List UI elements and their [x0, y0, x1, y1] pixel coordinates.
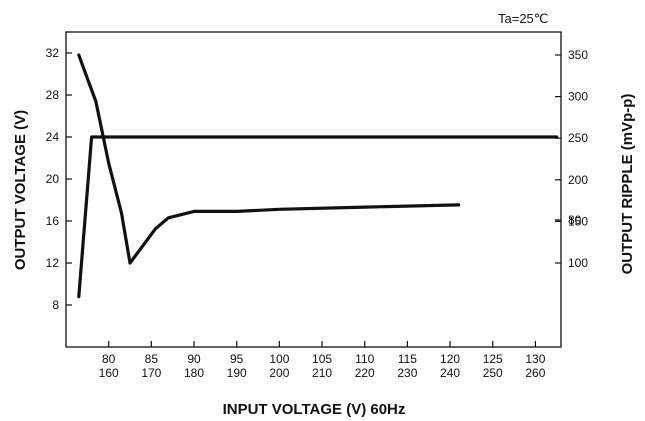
x-tick-label-range2: 180 — [184, 366, 204, 380]
right-tick-label: 150 — [568, 214, 588, 228]
x-tick-label-60hz: 130 — [525, 352, 545, 366]
right-tick-label: 350 — [568, 48, 588, 62]
x-tick-label-60hz: 110 — [355, 352, 374, 366]
output-voltage-line — [77, 135, 559, 299]
x-tick-label-range2: 230 — [397, 366, 417, 380]
right-tick-label: 250 — [568, 131, 588, 145]
ambient-temperature-note: Ta=25℃ — [498, 11, 548, 26]
right-tick-label: 200 — [568, 173, 588, 187]
right-axis-title: OUTPUT RIPPLE (mVp-p) — [619, 94, 636, 275]
x-tick-label-range2: 260 — [525, 366, 545, 380]
x-tick-label-range2: 220 — [355, 366, 375, 380]
x-tick-label-range2: 200 — [269, 366, 289, 380]
x-tick-label-60hz: 115 — [398, 352, 417, 366]
right-tick-label: 300 — [568, 90, 588, 104]
right-tick-label: 100 — [568, 256, 588, 270]
right-tick-label: 80 — [568, 213, 582, 227]
left-tick-label: 16 — [46, 214, 60, 228]
x-tick-label-range2: 160 — [99, 366, 119, 380]
x-axis-title: INPUT VOLTAGE (V) 60Hz — [223, 401, 406, 418]
right-axis-ticks: 80 100 150 200 250 300 350 — [555, 48, 588, 270]
x-tick-label-60hz: 90 — [187, 352, 201, 366]
left-tick-label: 20 — [46, 172, 60, 186]
x-tick-label-range2: 240 — [440, 366, 460, 380]
x-tick-label-60hz: 105 — [312, 352, 332, 366]
left-tick-label: 28 — [46, 88, 60, 102]
left-axis-ticks: 8 12 16 20 24 28 32 — [46, 46, 72, 312]
x-tick-label-range2: 210 — [312, 366, 332, 380]
x-tick-label-60hz: 80 — [102, 352, 116, 366]
x-tick-label-60hz: 95 — [230, 352, 244, 366]
x-tick-label-60hz: 125 — [483, 352, 503, 366]
left-tick-label: 8 — [52, 298, 59, 312]
plot-frame — [65, 31, 562, 348]
x-tick-label-60hz: 120 — [440, 352, 460, 366]
x-tick-label-range2: 170 — [141, 366, 161, 380]
left-tick-label: 12 — [46, 256, 60, 270]
x-tick-label-60hz: 100 — [269, 352, 289, 366]
left-tick-label: 24 — [46, 130, 60, 144]
x-tick-label-range2: 190 — [227, 366, 247, 380]
left-axis-title: OUTPUT VOLTAGE (V) — [12, 110, 29, 270]
x-tick-label-range2: 250 — [483, 366, 503, 380]
series-layer — [77, 53, 559, 299]
x-tick-label-60hz: 85 — [145, 352, 159, 366]
left-tick-label: 32 — [46, 46, 60, 60]
output-ripple-line — [77, 53, 461, 265]
